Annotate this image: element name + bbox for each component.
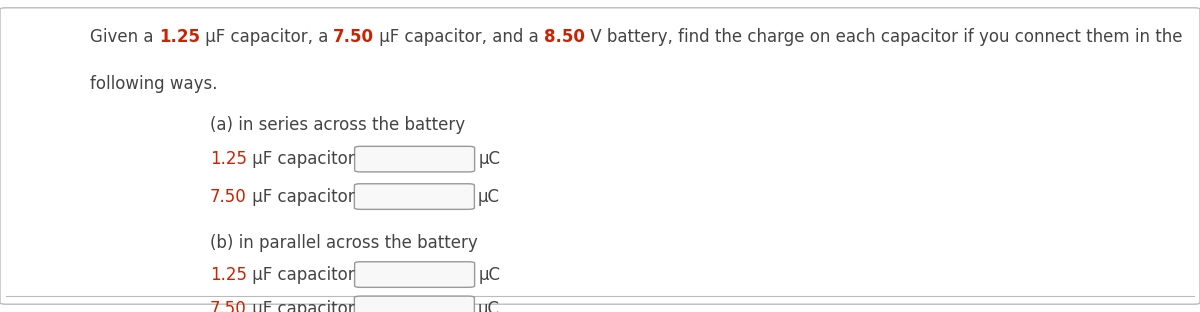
Text: 8.50: 8.50 — [545, 28, 586, 46]
Text: 1.25: 1.25 — [158, 28, 199, 46]
Text: V battery, find the charge on each capacitor if you connect them in the: V battery, find the charge on each capac… — [586, 28, 1183, 46]
Text: following ways.: following ways. — [90, 75, 217, 93]
FancyBboxPatch shape — [0, 8, 1200, 304]
Text: μF capacitor: μF capacitor — [247, 150, 355, 168]
Text: 7.50: 7.50 — [210, 300, 247, 312]
Text: 7.50: 7.50 — [334, 28, 374, 46]
Text: 1.25: 1.25 — [210, 150, 247, 168]
Text: μC: μC — [478, 300, 500, 312]
Text: (b) in parallel across the battery: (b) in parallel across the battery — [210, 234, 478, 252]
Text: μC: μC — [479, 266, 500, 284]
Text: μF capacitor: μF capacitor — [247, 188, 354, 206]
Text: μF capacitor: μF capacitor — [247, 300, 354, 312]
FancyBboxPatch shape — [354, 296, 474, 312]
Text: 1.25: 1.25 — [210, 266, 247, 284]
Text: μF capacitor, and a: μF capacitor, and a — [374, 28, 545, 46]
Text: 7.50: 7.50 — [210, 188, 247, 206]
Text: μC: μC — [478, 188, 500, 206]
Text: μF capacitor: μF capacitor — [247, 266, 355, 284]
Text: μF capacitor, a: μF capacitor, a — [199, 28, 334, 46]
Text: (a) in series across the battery: (a) in series across the battery — [210, 116, 466, 134]
Text: Given a: Given a — [90, 28, 158, 46]
FancyBboxPatch shape — [355, 262, 475, 287]
Text: μC: μC — [479, 150, 500, 168]
FancyBboxPatch shape — [355, 146, 475, 172]
FancyBboxPatch shape — [354, 184, 474, 209]
